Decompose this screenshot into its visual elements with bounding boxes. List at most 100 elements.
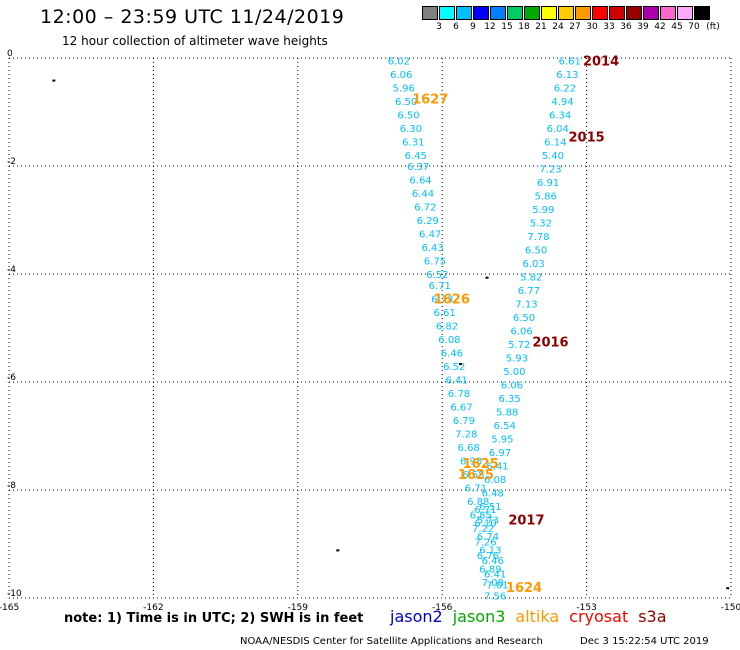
color-scale-bar [422,6,711,20]
color-scale-label: 3 [436,22,442,32]
color-swatch [439,6,455,20]
wave-height-point: 6.44 [412,189,434,200]
color-scale-label: 36 [620,22,632,32]
satellite-name: jason3 [452,607,506,626]
color-swatch [677,6,693,20]
wave-height-point: 6.61 [559,57,581,68]
color-scale-label: 21 [535,22,547,32]
wave-height-point: 5.86 [535,192,557,203]
color-swatch [490,6,506,20]
wave-height-point: 7.26 [474,537,496,548]
wave-height-point: 6.88 [467,497,489,508]
color-scale-label: 30 [586,22,598,32]
color-scale-label: 18 [518,22,530,32]
wave-height-point: 7.13 [515,300,537,311]
wave-height-point: 5.00 [503,367,525,378]
wave-height-point: 7.08 [482,578,504,589]
wave-height-point: 6.82 [436,321,458,332]
wave-height-point: 6.71 [429,281,451,292]
color-swatch [592,6,608,20]
color-swatch [660,6,676,20]
pass-time-label: 2015 [569,130,605,145]
wave-height-point: 5.95 [491,435,513,446]
satellite-legend: jason2 jason3 altika cryosat s3a [390,607,677,626]
color-scale-label: 45 [671,22,683,32]
wave-height-point: 6.08 [438,335,460,346]
map-title: 12:00 – 23:59 UTC 11/24/2019 [40,6,345,28]
y-tick-label: 0 [7,49,13,59]
wave-height-point: 6.50 [397,111,419,122]
color-scale-label: 12 [484,22,496,32]
wave-height-point: 6.13 [479,545,501,556]
wave-height-point: 4.94 [551,97,573,108]
x-tick-label: -162 [143,603,163,613]
satellite-name: s3a [638,607,667,626]
pass-time-label: 1625 [458,468,494,483]
pass-time-label: 2016 [532,336,568,351]
x-tick-label: -150 [721,603,740,613]
wave-height-point: 6.10 [474,518,496,529]
wave-height-point: 6.74 [477,532,499,543]
color-swatch [456,6,472,20]
wave-height-point: 5.88 [496,408,518,419]
wave-height-point: 7.23 [539,165,561,176]
wave-height-point: 5.99 [532,205,554,216]
wave-height-point: 6.22 [554,84,576,95]
y-tick-label: -6 [7,373,16,383]
wave-height-point: 6.71 [474,505,496,516]
wave-height-point: 5.72 [508,340,530,351]
x-tick-label: -165 [0,603,19,613]
color-swatch [609,6,625,20]
color-scale-label: 42 [654,22,666,32]
wave-height-point: 5.40 [542,151,564,162]
wave-height-point: 6.35 [498,394,520,405]
wave-height-point: 6.14 [544,138,566,149]
island-mark [459,363,463,366]
color-scale-label: 9 [470,22,476,32]
wave-height-point: 5.96 [393,84,415,95]
pass-time-label: 2017 [508,514,544,529]
wave-height-point: 6.31 [402,138,424,149]
credit-text: NOAA/NESDIS Center for Satellite Applica… [240,636,543,647]
island-mark [726,587,730,590]
pass-time-label: 1627 [412,93,448,108]
color-scale-label: 27 [569,22,581,32]
island-mark [485,276,489,279]
wave-height-point: 6.79 [453,416,475,427]
wave-height-point: 6.46 [441,348,463,359]
color-swatch [422,6,438,20]
color-swatch [558,6,574,20]
wave-height-point: 6.41 [484,570,506,581]
wave-height-point: 7.28 [455,429,477,440]
x-tick-label: -153 [576,603,596,613]
wave-height-point: 6.98 [460,456,482,467]
satellite-name: cryosat [569,607,629,626]
wave-height-point: 6.54 [494,421,516,432]
island-mark [52,79,56,82]
wave-height-point: 6.34 [549,111,571,122]
wave-height-point: 6.72 [414,203,436,214]
color-swatch [643,6,659,20]
color-swatch [473,6,489,20]
wave-height-point: 6.08 [484,475,506,486]
wave-height-point: 6.43 [421,243,443,254]
y-tick-label: -10 [7,589,22,599]
wave-height-point: 6.37 [407,162,429,173]
color-scale-labels: 3 6 9 12 15 18 21 24 27 30 33 36 39 42 45 70 (ft) [422,22,740,34]
pass-time-label: 1625 [463,457,499,472]
color-swatch [524,6,540,20]
wave-height-point: 6.76 [477,551,499,562]
y-tick-label: -4 [7,265,16,275]
wave-height-point: 6.45 [405,151,427,162]
color-swatch [507,6,523,20]
satellite-name: altika [515,607,560,626]
wave-height-point: 6.02 [388,57,410,68]
wave-height-point: 5.32 [530,219,552,230]
y-tick-label: -2 [7,157,16,167]
wave-height-point: 6.71 [465,483,487,494]
wave-height-point: 6.30 [400,124,422,135]
generated-timestamp: Dec 3 15:22:54 UTC 2019 [580,636,709,647]
pass-time-label: 2014 [583,55,619,70]
wave-height-point: 6.91 [537,178,559,189]
